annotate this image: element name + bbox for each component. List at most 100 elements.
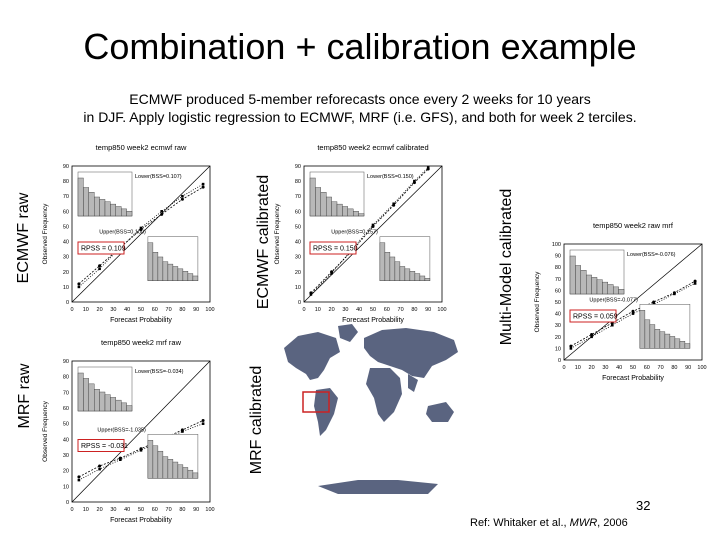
lower-histogram-bar: [580, 270, 587, 295]
highlight-region-box: [302, 391, 330, 413]
upper-histogram-bar: [187, 469, 194, 479]
page-number: 32: [636, 498, 651, 513]
lower-histogram-bar: [88, 383, 95, 412]
x-tick-label: 0: [70, 307, 73, 313]
plot-frame: [563, 243, 703, 361]
upper-histogram-bar: [152, 252, 159, 281]
plot-frame: [71, 360, 211, 503]
x-tick-label: 100: [205, 507, 214, 513]
x-tick-label: 100: [437, 307, 446, 313]
upper-histogram-bar: [669, 336, 676, 349]
y-tick-label: 10: [63, 285, 69, 291]
lower-histogram-bar: [586, 274, 592, 295]
x-tick-label: 60: [384, 307, 390, 313]
lower-legend: Lower(BSS=0.150): [367, 174, 414, 180]
upper-curve-point: [160, 210, 163, 213]
upper-curve-point: [330, 271, 333, 275]
lower-curve-point: [160, 212, 164, 216]
x-tick-label: 80: [671, 365, 677, 371]
map-landmasses: [284, 324, 458, 494]
upper-histogram-bar: [187, 273, 194, 281]
x-axis-label: Forecast Probability: [602, 375, 664, 382]
upper-curve-point: [77, 285, 81, 289]
x-tick-label: 30: [602, 365, 608, 371]
upper-curve-point: [673, 292, 676, 296]
upper-histogram-bar: [162, 261, 169, 281]
y-tick-label: 70: [63, 390, 69, 396]
x-tick-label: 100: [697, 365, 706, 371]
upper-histogram-bar: [674, 338, 681, 349]
x-tick-label: 50: [630, 365, 636, 371]
lower-histogram-bar: [331, 201, 338, 217]
lower-legend: Lower(BSS=-0.034): [135, 369, 184, 375]
lower-curve-point: [590, 332, 594, 336]
lower-histogram-bar: [94, 389, 100, 412]
y-tick-label: 20: [63, 469, 69, 475]
y-tick-label: 30: [63, 453, 69, 459]
y-tick-label: 50: [295, 224, 301, 230]
lower-curve-point: [98, 464, 102, 468]
plot-frame: [71, 165, 211, 303]
y-tick-label: 80: [63, 179, 69, 185]
lower-histogram-bar: [326, 196, 332, 217]
reliability-diagram-multimodel: temp850 week2 raw mrf 0 10 20 30 40 50 60 70 80 90…: [534, 221, 707, 382]
y-tick-label: 20: [63, 270, 69, 276]
y-axis-label: Observed Frequency: [42, 400, 49, 461]
upper-histogram-bar: [152, 445, 159, 479]
lower-histogram-bar: [602, 281, 609, 295]
rpss-label: RPSS = 0.150: [313, 246, 358, 253]
x-tick-label: 90: [193, 307, 199, 313]
landmass-north-america: [284, 332, 340, 380]
reference-journal: MWR: [569, 517, 598, 529]
upper-histogram-bar: [147, 242, 154, 281]
y-tick-label: 30: [555, 323, 561, 329]
panel-title: temp850 week2 raw mrf: [593, 221, 674, 230]
x-tick-label: 50: [370, 307, 376, 313]
upper-curve-point: [119, 458, 122, 461]
upper-histogram-bar: [639, 310, 646, 349]
lower-histogram-bar: [126, 211, 133, 217]
x-tick-label: 70: [166, 307, 172, 313]
slide-subtitle-line-2: in DJF. Apply logistic regression to ECM…: [83, 109, 637, 125]
upper-histogram-bar: [679, 340, 686, 349]
x-tick-label: 70: [166, 507, 172, 513]
panel-title: temp850 week2 mrf raw: [101, 338, 182, 347]
x-tick-label: 80: [179, 307, 185, 313]
upper-histogram-bar: [177, 268, 184, 281]
upper-curve-point: [181, 430, 184, 433]
upper-histogram-bar: [167, 459, 174, 479]
lower-histogram-bar: [358, 213, 365, 217]
x-tick-label: 40: [616, 365, 622, 371]
x-tick-label: 0: [562, 365, 565, 371]
upper-histogram-bar: [157, 450, 164, 479]
upper-curve-point: [371, 223, 375, 227]
x-tick-label: 80: [411, 307, 417, 313]
lower-histogram-bar: [336, 203, 343, 217]
upper-histogram-bar: [192, 275, 199, 281]
y-tick-label: 30: [295, 255, 301, 261]
x-tick-label: 0: [70, 507, 73, 513]
upper-curve-point: [139, 449, 143, 452]
reference-prefix: Ref: Whitaker et al.,: [470, 517, 570, 529]
landmass-eurasia: [364, 328, 458, 378]
lower-curve-point: [98, 264, 102, 268]
diagonal-line: [563, 243, 703, 361]
upper-histogram-bar: [664, 333, 671, 349]
lower-histogram-bar: [83, 187, 90, 217]
x-tick-label: 40: [124, 307, 130, 313]
lower-histogram-bar: [99, 199, 106, 217]
x-tick-label: 90: [193, 507, 199, 513]
upper-histogram-bar: [424, 278, 431, 281]
upper-histogram-bar: [394, 261, 401, 281]
lower-histogram-bar: [120, 402, 127, 412]
x-tick-label: 30: [342, 307, 348, 313]
lower-histogram-bar: [612, 286, 619, 295]
upper-histogram-bar: [659, 331, 666, 349]
lower-histogram-bar: [591, 277, 598, 295]
y-tick-label: 20: [295, 270, 301, 276]
x-tick-label: 40: [356, 307, 362, 313]
lower-histogram-bar: [94, 196, 100, 217]
y-tick-label: 30: [63, 255, 69, 261]
lower-histogram-bar: [88, 192, 95, 217]
landmass-antarctica: [318, 480, 438, 494]
